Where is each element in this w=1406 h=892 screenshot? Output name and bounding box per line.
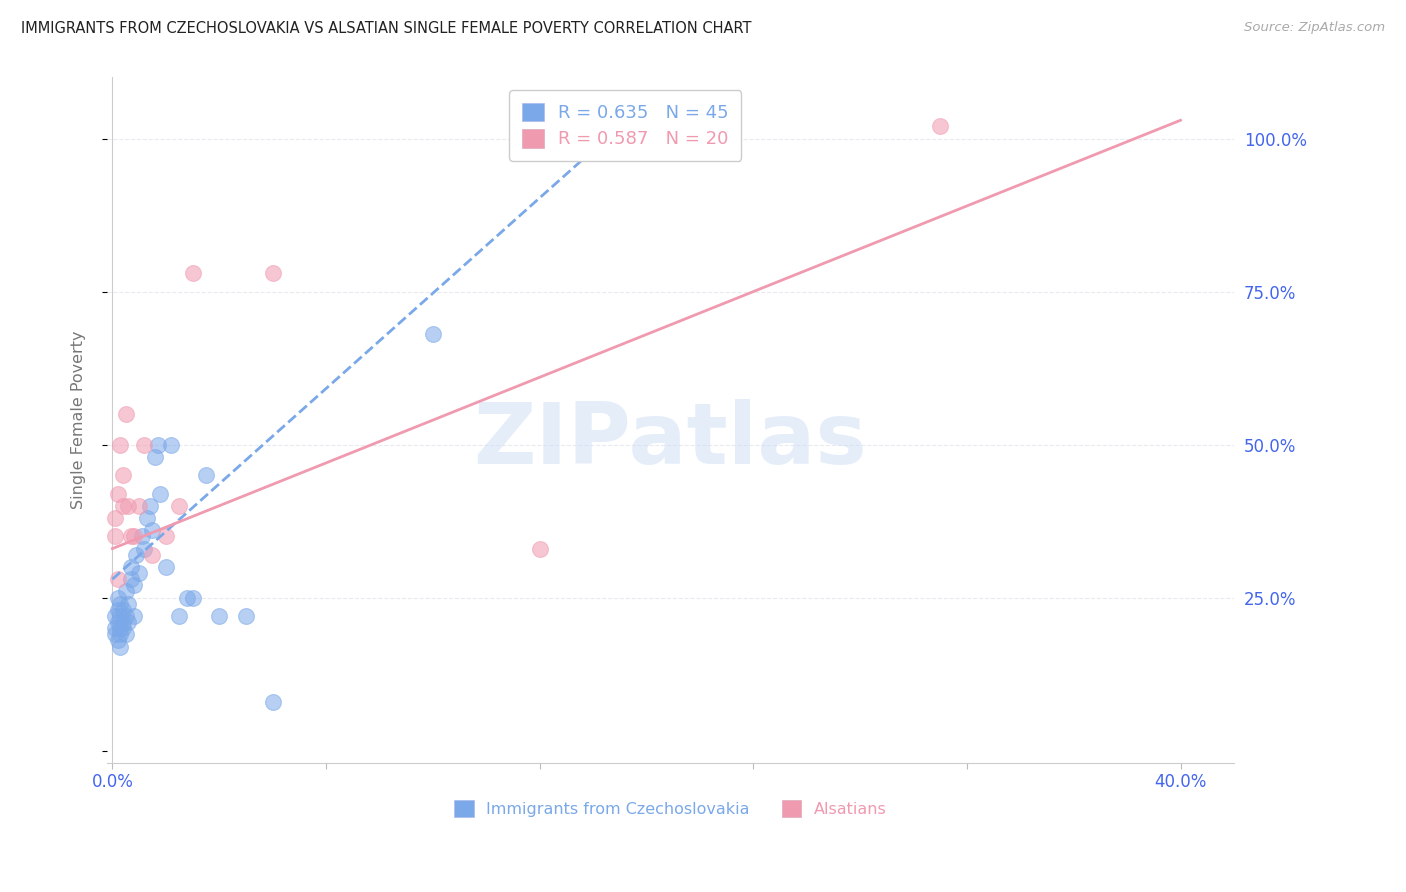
- Point: [194, 468, 217, 483]
- Point: [112, 603, 135, 617]
- Point: [117, 597, 139, 611]
- Point: [167, 608, 190, 623]
- Point: [141, 548, 163, 562]
- Point: [134, 541, 156, 556]
- Point: [117, 615, 139, 629]
- Point: [128, 566, 150, 580]
- Point: [104, 621, 127, 635]
- Point: [208, 608, 231, 623]
- Point: [422, 327, 444, 342]
- Point: [122, 578, 145, 592]
- Point: [131, 529, 153, 543]
- Legend: Immigrants from Czechoslovakia, Alsatians: Immigrants from Czechoslovakia, Alsatian…: [449, 794, 893, 823]
- Point: [114, 584, 136, 599]
- Point: [146, 437, 169, 451]
- Point: [929, 120, 952, 134]
- Point: [160, 437, 183, 451]
- Point: [107, 603, 129, 617]
- Point: [167, 499, 190, 513]
- Point: [114, 608, 136, 623]
- Point: [262, 266, 284, 280]
- Point: [104, 511, 127, 525]
- Point: [128, 499, 150, 513]
- Point: [112, 615, 135, 629]
- Point: [181, 591, 204, 605]
- Point: [112, 468, 135, 483]
- Text: Source: ZipAtlas.com: Source: ZipAtlas.com: [1244, 21, 1385, 35]
- Point: [555, 120, 578, 134]
- Point: [117, 499, 139, 513]
- Text: ZIPatlas: ZIPatlas: [474, 400, 868, 483]
- Point: [104, 529, 127, 543]
- Point: [125, 548, 148, 562]
- Point: [149, 486, 172, 500]
- Point: [122, 608, 145, 623]
- Point: [110, 597, 132, 611]
- Point: [107, 486, 129, 500]
- Point: [120, 572, 142, 586]
- Point: [120, 529, 142, 543]
- Point: [155, 560, 177, 574]
- Point: [529, 541, 551, 556]
- Point: [141, 523, 163, 537]
- Point: [136, 511, 159, 525]
- Point: [176, 591, 198, 605]
- Point: [262, 695, 284, 709]
- Point: [110, 437, 132, 451]
- Point: [110, 627, 132, 641]
- Point: [112, 499, 135, 513]
- Point: [107, 572, 129, 586]
- Point: [134, 437, 156, 451]
- Point: [155, 529, 177, 543]
- Point: [107, 591, 129, 605]
- Point: [112, 621, 135, 635]
- Point: [235, 608, 257, 623]
- Point: [110, 608, 132, 623]
- Point: [181, 266, 204, 280]
- Point: [104, 608, 127, 623]
- Point: [110, 640, 132, 654]
- Point: [107, 615, 129, 629]
- Point: [104, 627, 127, 641]
- Point: [110, 621, 132, 635]
- Point: [107, 633, 129, 648]
- Y-axis label: Single Female Poverty: Single Female Poverty: [72, 331, 86, 509]
- Point: [122, 529, 145, 543]
- Text: IMMIGRANTS FROM CZECHOSLOVAKIA VS ALSATIAN SINGLE FEMALE POVERTY CORRELATION CHA: IMMIGRANTS FROM CZECHOSLOVAKIA VS ALSATI…: [21, 21, 752, 37]
- Point: [114, 627, 136, 641]
- Point: [139, 499, 162, 513]
- Point: [143, 450, 166, 464]
- Point: [114, 407, 136, 421]
- Point: [120, 560, 142, 574]
